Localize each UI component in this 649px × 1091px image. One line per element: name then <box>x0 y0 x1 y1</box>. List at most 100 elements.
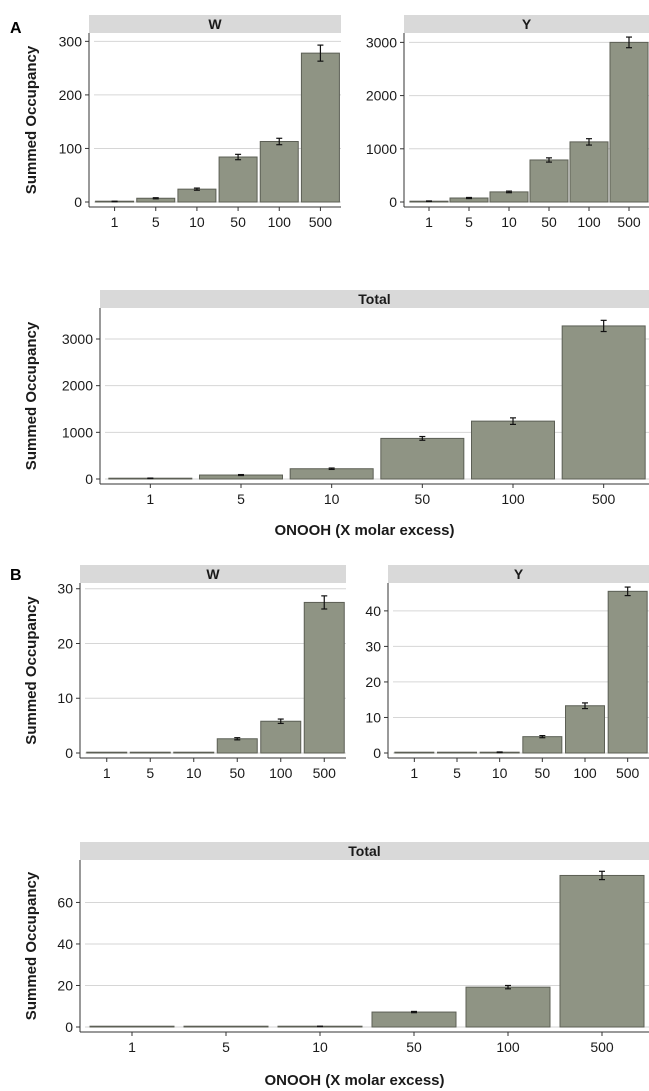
error-bar-500 <box>600 319 607 333</box>
y-tick-label: 0 <box>389 194 397 210</box>
error-bar-50 <box>546 157 552 163</box>
error-bar-5 <box>152 197 159 200</box>
x-tick-label: 100 <box>268 214 292 230</box>
x-tick-label: 500 <box>313 765 337 781</box>
error-bar-1 <box>111 200 118 203</box>
strip-header <box>80 842 649 860</box>
x-tick-label: 1 <box>410 765 418 781</box>
y-tick-label: 2000 <box>366 88 397 104</box>
x-tick-label: 100 <box>269 765 293 781</box>
error-bar-10 <box>496 751 503 754</box>
bar-1 <box>394 751 435 754</box>
strip-title: W <box>208 16 222 32</box>
x-tick-label: 50 <box>230 214 246 230</box>
y-tick-label: 20 <box>57 977 73 993</box>
y-tick-label: 30 <box>365 638 381 654</box>
bar-500 <box>561 325 646 480</box>
x-tick-label: 5 <box>152 214 160 230</box>
error-bar-500 <box>317 44 324 62</box>
error-bar-10 <box>193 187 200 191</box>
x-tick-label: 50 <box>406 1039 422 1055</box>
bar-100 <box>471 420 555 480</box>
x-tick-label: 500 <box>590 1039 614 1055</box>
error-bar-10 <box>328 467 335 471</box>
chart-2: Total 1 5 10 50 100 500 0 1000 2000 3000 Summed Occ… <box>23 290 649 539</box>
y-tick-label: 100 <box>59 140 83 156</box>
bar-50 <box>529 159 569 203</box>
bar-500 <box>607 590 648 754</box>
y-tick-label: 20 <box>365 674 381 690</box>
x-tick-label: 500 <box>616 765 640 781</box>
y-axis-title: Summed Occupancy <box>23 871 40 1020</box>
chart-1: Y 1 5 10 50 100 500 0 1000 2000 3000 <box>366 15 649 230</box>
strip-header <box>404 15 649 33</box>
chart-0: W 1 5 10 50 100 500 0 100 200 300 Summed Occupancy <box>23 15 341 230</box>
panel-letter-b: B <box>10 567 22 584</box>
x-tick-label: 100 <box>501 491 525 507</box>
chart-3: W 1 5 10 50 100 500 0 10 20 30 Summed Occupancy <box>23 565 346 781</box>
x-tick-label: 10 <box>189 214 205 230</box>
x-tick-label: 10 <box>501 214 517 230</box>
bar-5 <box>437 751 477 754</box>
y-tick-label: 3000 <box>62 331 93 347</box>
error-bar-500 <box>599 870 605 881</box>
x-tick-label: 50 <box>541 214 557 230</box>
error-bar-10 <box>506 190 512 194</box>
error-bar-50 <box>539 734 546 739</box>
bar-500 <box>609 41 649 203</box>
bar-500 <box>303 601 345 754</box>
y-tick-label: 300 <box>59 33 83 49</box>
bar-10 <box>173 751 215 754</box>
x-tick-label: 10 <box>492 765 508 781</box>
bar-50 <box>380 437 465 480</box>
bar-100 <box>565 705 605 754</box>
error-bar-500 <box>624 586 631 597</box>
y-tick-label: 10 <box>365 709 381 725</box>
error-bar-50 <box>411 1010 417 1014</box>
y-axis-title: Summed Occupancy <box>23 321 40 470</box>
error-bar-100 <box>276 137 283 146</box>
x-tick-label: 1 <box>425 214 433 230</box>
y-tick-label: 3000 <box>366 34 397 50</box>
y-tick-label: 40 <box>365 603 381 619</box>
x-tick-label: 10 <box>186 765 202 781</box>
error-bar-100 <box>510 417 516 425</box>
error-bar-500 <box>321 595 328 610</box>
chart-5: Total 1 5 10 50 100 500 0 20 40 60 Summed Occupancy… <box>23 842 649 1089</box>
error-bar-500 <box>626 36 632 49</box>
panel-letter-a: A <box>10 20 22 37</box>
x-axis-title: ONOOH (X molar excess) <box>264 1072 444 1089</box>
y-tick-label: 0 <box>85 471 93 487</box>
y-tick-label: 0 <box>65 1019 73 1035</box>
x-tick-label: 100 <box>573 765 597 781</box>
strip-header <box>80 565 346 583</box>
error-bar-5 <box>466 196 472 200</box>
error-bar-5 <box>238 473 244 477</box>
bar-100 <box>465 986 551 1028</box>
bar-1 <box>89 1025 175 1028</box>
bar-10 <box>489 191 529 203</box>
x-tick-label: 500 <box>592 491 616 507</box>
x-tick-label: 1 <box>111 214 119 230</box>
error-bar-100 <box>277 718 284 725</box>
y-tick-label: 20 <box>57 635 73 651</box>
y-tick-label: 60 <box>57 894 73 910</box>
y-tick-label: 30 <box>57 581 73 597</box>
strip-title: Y <box>522 16 532 32</box>
bar-100 <box>259 140 299 203</box>
y-tick-label: 0 <box>65 745 73 761</box>
y-axis-title: Summed Occupancy <box>23 596 40 745</box>
y-tick-label: 40 <box>57 936 73 952</box>
bar-1 <box>86 751 128 754</box>
bar-100 <box>260 720 302 754</box>
error-bar-100 <box>582 702 588 710</box>
x-tick-label: 1 <box>128 1039 136 1055</box>
bar-50 <box>522 736 563 754</box>
x-tick-label: 100 <box>577 214 601 230</box>
y-tick-label: 0 <box>74 194 82 210</box>
error-bar-50 <box>235 153 242 161</box>
x-tick-label: 100 <box>496 1039 520 1055</box>
x-tick-label: 5 <box>465 214 473 230</box>
